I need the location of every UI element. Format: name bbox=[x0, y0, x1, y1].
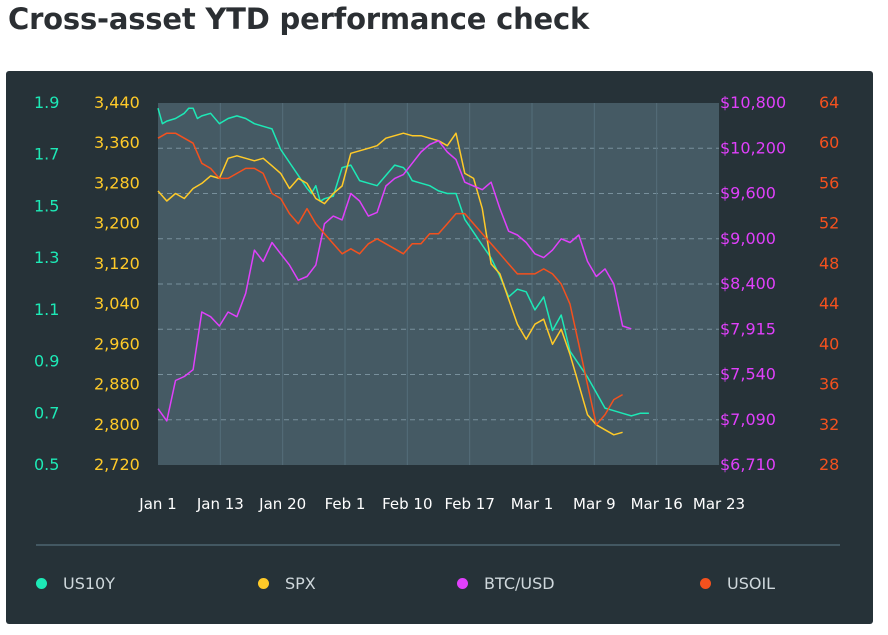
axis-tick-btc: $10,800 bbox=[720, 93, 786, 112]
page-title: Cross-asset YTD performance check bbox=[8, 2, 590, 36]
x-tick-label: Jan 20 bbox=[258, 495, 306, 513]
axis-tick-btc: $7,915 bbox=[720, 319, 776, 338]
axis-tick-spx: 2,800 bbox=[94, 415, 140, 434]
axis-tick-spx: 3,200 bbox=[94, 214, 140, 233]
axis-tick-spx: 3,040 bbox=[94, 294, 140, 313]
axis-tick-us10y: 1.9 bbox=[34, 93, 59, 112]
axis-tick-us10y: 1.5 bbox=[34, 196, 59, 215]
axis-tick-btc: $10,200 bbox=[720, 138, 786, 157]
axis-tick-spx: 3,360 bbox=[94, 133, 140, 152]
axis-tick-btc: $7,090 bbox=[720, 410, 776, 429]
x-tick-label: Feb 1 bbox=[325, 495, 366, 513]
axis-tick-usoil: 44 bbox=[819, 294, 839, 313]
x-tick-label: Feb 17 bbox=[444, 495, 494, 513]
series-line-btcusd bbox=[157, 139, 632, 422]
axis-tick-btc: $9,600 bbox=[720, 184, 776, 203]
axis-tick-btc: $7,540 bbox=[720, 365, 776, 384]
series-line-us10y bbox=[157, 107, 649, 417]
axis-tick-usoil: 36 bbox=[819, 375, 839, 394]
axis-tick-spx: 2,960 bbox=[94, 334, 140, 353]
axis-tick-usoil: 56 bbox=[819, 173, 839, 192]
chart-panel: 1.9 1.7 1.5 1.3 1.1 0.9 0.7 0.5 3,440 3,360 3,280 3… bbox=[6, 71, 873, 624]
axis-tick-spx: 3,120 bbox=[94, 254, 140, 273]
axis-tick-usoil: 40 bbox=[819, 334, 839, 353]
x-tick-label: Jan 1 bbox=[138, 495, 176, 513]
x-tick-label: Mar 16 bbox=[631, 495, 683, 513]
axis-tick-us10y: 1.7 bbox=[34, 145, 59, 164]
axis-tick-us10y: 1.1 bbox=[34, 300, 59, 319]
axis-tick-usoil: 60 bbox=[819, 133, 839, 152]
x-tick-label: Mar 1 bbox=[511, 495, 554, 513]
axis-tick-btc: $6,710 bbox=[720, 455, 776, 474]
axis-tick-spx: 3,440 bbox=[94, 93, 140, 112]
x-tick-label: Mar 9 bbox=[573, 495, 616, 513]
axis-tick-us10y: 0.7 bbox=[34, 403, 59, 422]
axis-tick-usoil: 48 bbox=[819, 254, 839, 273]
series-line-spx bbox=[157, 132, 623, 436]
axis-tick-usoil: 28 bbox=[819, 455, 839, 474]
axis-tick-usoil: 32 bbox=[819, 415, 839, 434]
chart-svg: 1.9 1.7 1.5 1.3 1.1 0.9 0.7 0.5 3,440 3,360 3,280 3… bbox=[34, 93, 840, 546]
x-tick-label: Mar 23 bbox=[693, 495, 745, 513]
axis-tick-usoil: 64 bbox=[819, 93, 839, 112]
series-line-usoil bbox=[157, 132, 623, 426]
axis-tick-spx: 2,720 bbox=[94, 455, 140, 474]
axis-tick-us10y: 1.3 bbox=[34, 248, 59, 267]
axis-tick-spx: 2,880 bbox=[94, 375, 140, 394]
axis-tick-usoil: 52 bbox=[819, 214, 839, 233]
axis-tick-spx: 3,280 bbox=[94, 173, 140, 192]
x-tick-label: Jan 13 bbox=[196, 495, 244, 513]
x-tick-label: Feb 10 bbox=[382, 495, 432, 513]
axis-tick-us10y: 0.9 bbox=[34, 352, 59, 371]
axis-tick-btc: $8,400 bbox=[720, 274, 776, 293]
axis-tick-btc: $9,000 bbox=[720, 229, 776, 248]
axis-tick-us10y: 0.5 bbox=[34, 455, 59, 474]
